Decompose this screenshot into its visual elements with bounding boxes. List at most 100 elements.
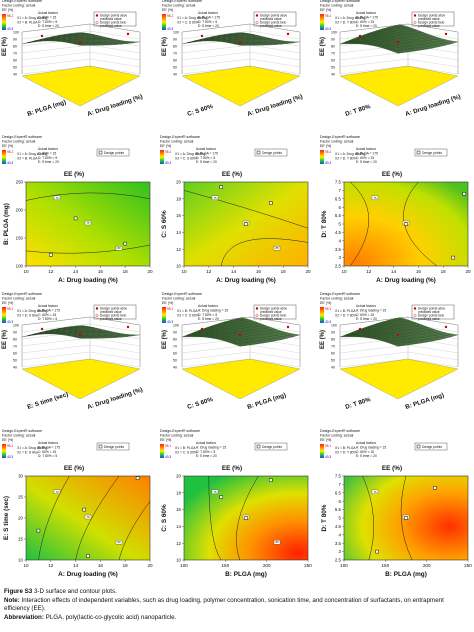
x1-label: X1 = A: Drug loading: [177, 16, 207, 20]
design-points: [200, 32, 290, 44]
design-point: [433, 486, 437, 490]
wall-gridline: [89, 358, 141, 368]
y-axis: 10 15 20 25 30 E: S time (sec): [3, 474, 26, 563]
x-tick-label: 16: [98, 563, 104, 568]
actual-factor-value: A: Drug loading = 15: [356, 309, 386, 313]
contour-label-box: [115, 540, 123, 545]
header-brand: Design-Expert® software: [320, 0, 360, 3]
x-axis-title: A: Drug loading (%): [58, 277, 118, 284]
x-tick-label: 20: [465, 269, 471, 274]
z-tick-label: 100: [331, 324, 337, 328]
x2-label: X2 = D: T 80%: [335, 157, 356, 161]
wall-gridline: [249, 30, 301, 40]
wall-gridline: [89, 23, 141, 33]
wall-gridline: [339, 351, 409, 361]
actual-factors-label: Actual factors: [198, 304, 218, 308]
abbr-text: PLGA, poly(lactic-co-glycolic acid) nano…: [45, 614, 177, 621]
legend-below-label: Design points belo: [100, 314, 126, 318]
actual-factor-value: E: S time = 20: [38, 160, 59, 164]
actual-factor-value: B: PLGA = 175: [38, 446, 60, 450]
wall-gridline: [249, 351, 301, 361]
design-point: [286, 32, 290, 36]
y-axis-title: E: S time (sec): [3, 496, 10, 540]
legend-frame: [96, 148, 130, 157]
z-tick-label: 80: [173, 45, 177, 49]
note: Note: Interaction effects of independent…: [4, 597, 470, 613]
wall-gridline: [21, 358, 91, 368]
response-surface: [21, 325, 141, 339]
y-tick-label: 4.5: [335, 230, 342, 235]
y-axis-title: C: S 60%: [161, 210, 168, 238]
contour-label: 80: [117, 540, 121, 544]
legend-frame: [93, 11, 137, 27]
design-point: [78, 333, 82, 337]
design-point: [238, 40, 242, 44]
header-response: EE (%): [2, 301, 13, 305]
legend-box: Design points abov predicted valueDesign…: [93, 11, 137, 28]
z-tick-label: 50: [13, 359, 17, 363]
figure-label: Figure S3: [4, 588, 33, 595]
header-coding: Factor coding: actual: [2, 4, 36, 8]
wall-gridline: [181, 30, 251, 40]
design-point: [462, 192, 467, 196]
x-tick-label: 250: [304, 563, 312, 568]
x-tick-label: 16: [416, 269, 422, 274]
actual-factor-value: D: T 80% = 5: [198, 313, 217, 317]
contour-line: [75, 475, 120, 561]
y-tick-label: 7.5: [335, 180, 342, 185]
actual-factors-label: Actual factors: [356, 441, 376, 445]
actual-factors-label: Actual factors: [356, 304, 376, 308]
y-tick-label: 20: [176, 474, 181, 479]
z-tick-label: 40: [173, 73, 177, 77]
y-tick-label: 20: [176, 180, 181, 185]
color-scale-bar: [320, 150, 324, 164]
abbreviation: Abbreviation: PLGA, poly(lactic-co-glyco…: [4, 614, 470, 622]
note-text: Interaction effects of independent varia…: [4, 597, 444, 612]
contour-label-box: [84, 220, 92, 226]
x2-label: X2 = D: T 80%: [335, 21, 356, 25]
scale-bottom-label: 40.3: [7, 455, 13, 459]
actual-factor-value: D: T 80% = 5: [38, 317, 57, 321]
actual-factors-label: Actual factors: [198, 11, 218, 15]
contour-line: [38, 475, 70, 561]
y-tick-label: 14: [176, 230, 181, 235]
wall-gridline: [407, 58, 459, 68]
z-tick-label: 80: [173, 338, 177, 342]
z-tick-label: 100: [331, 31, 337, 35]
contour-title: EE (%): [64, 465, 84, 472]
contour-label-box: [273, 540, 281, 545]
legend-above-label-cont: predicted value: [100, 310, 122, 314]
wall-gridline: [181, 65, 251, 75]
wall-gridline: [21, 323, 91, 333]
design-points: [358, 32, 448, 44]
legend-frame: [411, 304, 455, 320]
z-tick-label: 60: [13, 59, 17, 63]
x1-label: X1 = A: Drug loading: [17, 446, 47, 450]
wall-gridline: [181, 344, 251, 354]
response-surface: [21, 32, 141, 46]
header-response: EE (%): [162, 8, 173, 12]
contour-label: 70: [55, 196, 59, 200]
y-tick-label: 18: [176, 196, 181, 201]
y-tick-label: 10: [176, 264, 181, 269]
floor-axis-label-left: B: PLGA (mg): [26, 99, 67, 118]
x1-label: X1 = A: Drug loading: [175, 152, 205, 156]
z-tick-label: 100: [13, 31, 19, 35]
header-response: EE (%): [320, 301, 331, 305]
legend-marker-above: [95, 307, 99, 310]
wall-gridline: [407, 51, 459, 61]
y-tick-label: 5: [339, 222, 342, 227]
design-points: [36, 476, 140, 558]
contour-line: [220, 238, 309, 267]
y-tick-label: 18: [176, 490, 181, 495]
legend-below-label-cont: predicted value: [260, 24, 282, 28]
contour-label: 75: [86, 515, 90, 519]
floor-projection: [181, 65, 301, 107]
floor-projection: [339, 65, 459, 107]
legend-marker-above: [413, 14, 417, 17]
y-axis-title: B: PLGA (mg): [3, 203, 10, 245]
legend-points-label: Design points: [104, 445, 124, 449]
scale-top-label: 95.1: [325, 307, 331, 311]
